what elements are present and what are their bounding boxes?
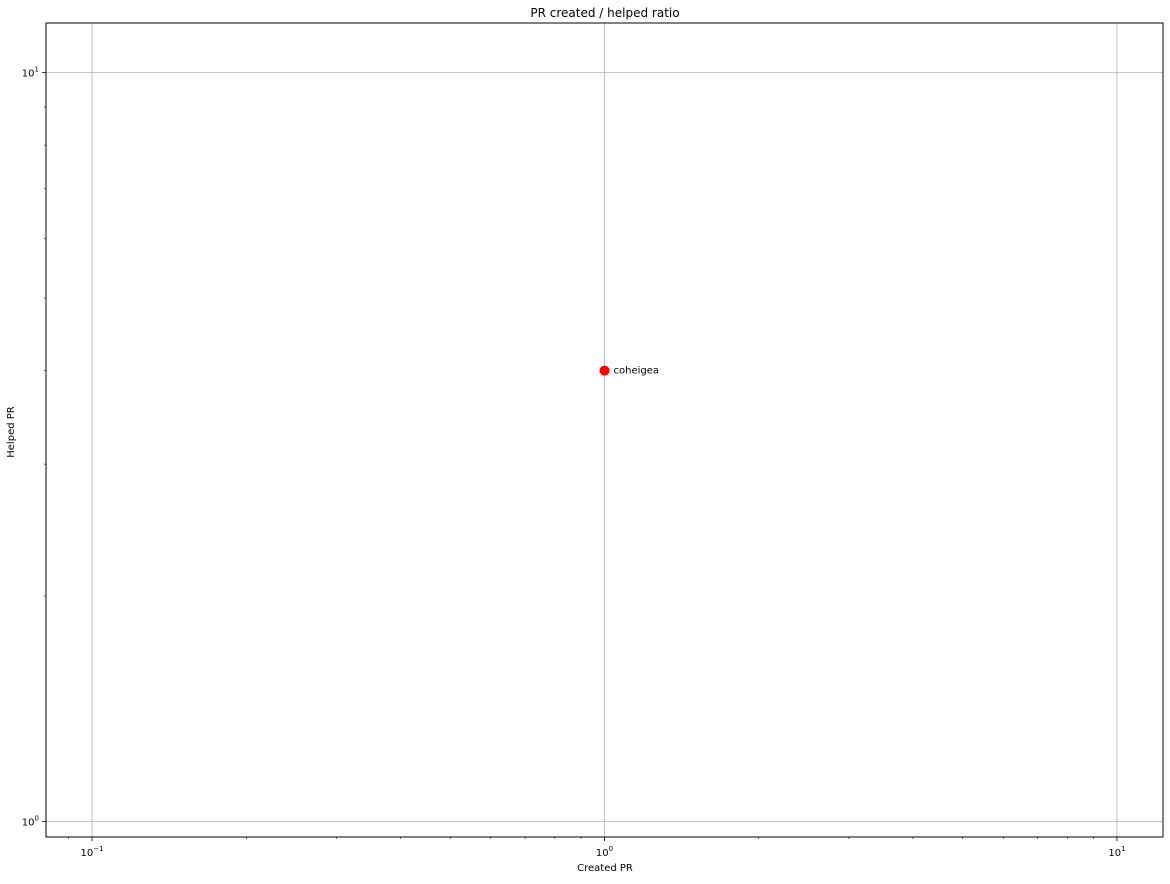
chart-title: PR created / helped ratio bbox=[530, 6, 679, 20]
x-tick-label: 100 bbox=[596, 845, 613, 859]
point-label: coheigea bbox=[614, 366, 660, 377]
data-points: coheigea bbox=[599, 365, 660, 377]
major-ticks: 10−1 100 101 100 101 bbox=[22, 66, 1126, 859]
y-tick-label: 100 bbox=[22, 814, 39, 828]
y-tick-label: 101 bbox=[22, 66, 39, 80]
grid-lines bbox=[46, 23, 1163, 837]
x-axis-label: Created PR bbox=[577, 863, 633, 874]
plot-frame bbox=[45, 22, 1164, 838]
y-axis-label: Helped PR bbox=[6, 406, 17, 458]
minor-ticks bbox=[44, 106, 1094, 839]
x-tick-label: 10−1 bbox=[81, 845, 104, 859]
scatter-point bbox=[599, 365, 610, 376]
x-tick-label: 101 bbox=[1108, 845, 1125, 859]
